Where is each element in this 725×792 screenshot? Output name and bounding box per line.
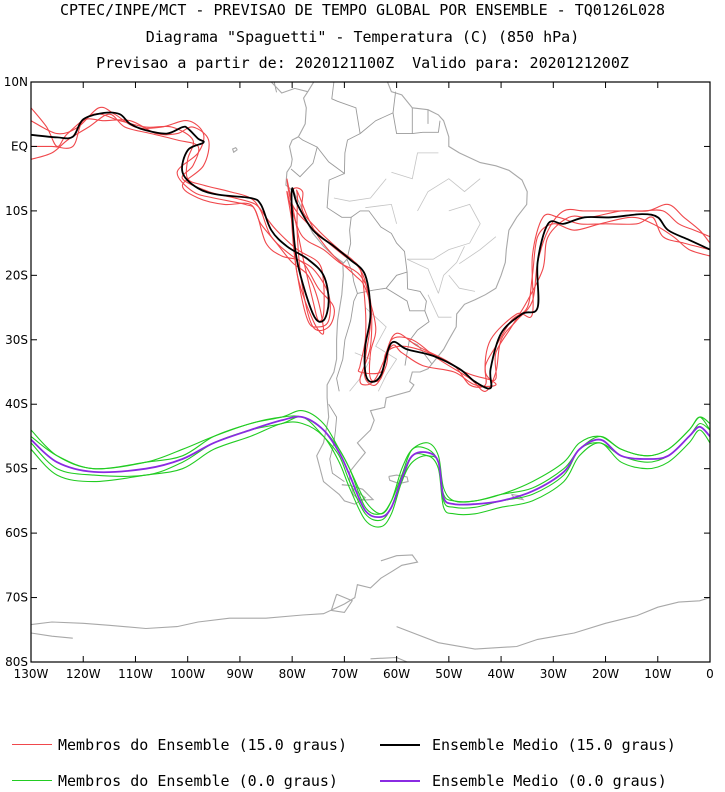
lon-label-7: 60W [383,667,410,681]
lat-label-3: 20S [5,268,28,282]
coastline-0 [270,82,308,94]
title-line-3: Previsao a partir de: 2020121100Z Valido… [96,54,629,72]
lat-label-8: 70S [5,591,28,605]
lat-label-9: 80S [5,655,28,669]
legend-swatch-mean-0c [380,780,420,782]
state-border-0 [407,203,481,260]
coastline-4 [231,147,238,154]
lon-label-1: 120W [66,667,101,681]
state-border-2 [365,203,397,224]
legend-label-member-15c: Membros do Ensemble (15.0 graus) [58,736,347,754]
lat-label-6: 50S [5,462,28,476]
coastline-7 [396,597,710,650]
ensemble-mean-0c-layer [31,415,710,519]
mean-0c-isotherm-0 [31,415,710,519]
lon-label-9: 40W [488,667,515,681]
state-border-1 [417,178,481,212]
country-borders-layer [253,63,441,482]
country-border-11 [392,91,397,113]
lon-label-3: 100W [170,667,205,681]
title-line-1: CPTEC/INPE/MCT - PREVISAO DE TEMPO GLOBA… [59,1,666,19]
legend-label-mean-15c: Ensemble Medio (15.0 graus) [432,736,676,754]
lon-label-6: 70W [331,667,358,681]
lat-label-0: 10N [4,75,28,89]
mean-15c-isotherm-0 [31,111,710,390]
member-15c-isotherm-3 [31,118,710,388]
country-border-8 [290,136,318,178]
lat-label-2: 10S [5,204,28,218]
legend-swatch-member-15c [12,744,52,745]
lon-label-11: 20W [592,667,619,681]
lon-label-12: 10W [644,667,671,681]
state-border-7 [459,236,497,265]
title-line-2: Diagrama "Spaguetti" - Temperatura (C) (… [145,28,580,46]
state-border-4 [427,294,452,318]
coastline-6 [31,554,419,630]
country-border-9 [326,173,352,218]
state-border-11 [333,178,387,202]
member-0c-isotherm-3 [31,415,710,515]
coastline-11 [511,493,525,501]
coastline-1 [285,82,528,505]
lon-label-2: 110W [118,667,153,681]
lat-label-5: 40S [5,397,28,411]
coastline-9 [330,593,354,613]
legend-label-member-0c: Membros do Ensemble (0.0 graus) [58,772,338,790]
country-border-3 [385,272,427,312]
country-border-14 [273,82,277,93]
lon-label-8: 50W [435,667,462,681]
state-border-6 [406,258,439,294]
legend-swatch-mean-15c [380,744,420,746]
legend-swatch-member-0c [12,780,52,781]
coastline-3 [388,474,409,485]
lon-label-5: 80W [279,667,306,681]
state-border-5 [438,246,465,294]
lon-label-4: 90W [226,667,253,681]
legend-label-mean-0c: Ensemble Medio (0.0 graus) [432,772,667,790]
lat-label-7: 60S [5,526,28,540]
coastline-5 [388,77,392,82]
country-border-2 [346,210,408,294]
coastline-10 [31,632,73,639]
coastline-layer [31,77,710,662]
member-15c-isotherm-2 [31,106,710,383]
country-border-15 [253,63,262,76]
map-frame-background [31,82,710,662]
member-0c-isotherm-2 [31,421,710,528]
country-border-10 [359,112,441,135]
lon-label-13: 0 [706,667,714,681]
lon-label-0: 130W [14,667,49,681]
lat-label-1: EQ [11,139,28,153]
country-border-1 [336,259,358,392]
map-frame [30,81,711,663]
state-border-10 [391,152,439,180]
ensemble-mean-15c-layer [31,111,710,390]
state-border-3 [448,275,476,292]
lon-label-10: 30W [540,667,567,681]
lat-label-4: 30S [5,333,28,347]
